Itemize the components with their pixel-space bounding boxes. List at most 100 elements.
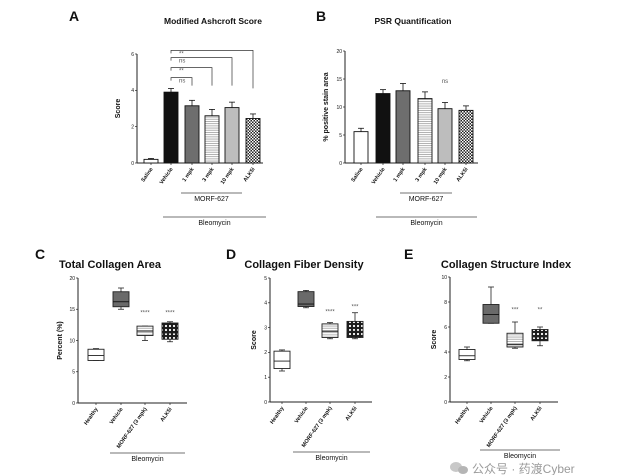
wechat-icon	[450, 462, 468, 474]
panel-e: E Collagen Structure Index 0 2 4 6 8 10 Score Hea…	[404, 246, 572, 460]
y-tick-label: 1	[264, 375, 267, 381]
bar-vehicle	[375, 93, 391, 164]
y-tick-label: 2	[131, 124, 134, 130]
x-tick-label: Healthy	[269, 405, 286, 425]
x-tick-label: 1 mpk	[393, 166, 408, 183]
significance-label: ****	[325, 309, 335, 315]
group-label: Bleomycin	[410, 220, 442, 227]
significance-label: ***	[351, 305, 359, 311]
y-tick-label: 0	[131, 161, 134, 167]
x-tick-label: Vehicle	[109, 407, 125, 426]
y-tick-label: 6	[131, 52, 134, 58]
panel-d: D Collagen Fiber Density 0 1 2 3 4 5 Score Health…	[226, 246, 372, 462]
significance-label: **	[179, 51, 184, 57]
box-vehicle	[482, 304, 500, 324]
chart-title: Collagen Structure Index	[441, 259, 572, 271]
bar-3-mpk	[204, 115, 220, 164]
x-tick-label: Saline	[140, 167, 154, 184]
y-tick-label: 10	[69, 338, 75, 344]
y-tick-label: 5	[339, 133, 342, 139]
x-tick-label: 10 mpk	[220, 166, 236, 186]
x-tick-label: Vehicle	[294, 406, 310, 425]
box-alk5i	[161, 322, 179, 340]
bar-3-mpk	[417, 98, 433, 164]
significance-bracket	[170, 50, 254, 89]
y-tick-label: 5	[264, 276, 267, 282]
watermark-text: 公众号 · 药渡Cyber	[472, 461, 575, 475]
bar-1-mpk	[184, 105, 200, 164]
x-tick-label: Vehicle	[479, 406, 495, 425]
x-tick-label: Healthy	[83, 406, 100, 426]
y-tick-label: 4	[264, 301, 267, 307]
box-morf-627-3-mpk-	[506, 332, 524, 348]
panel-letter: D	[226, 246, 236, 262]
y-tick-label: 6	[444, 325, 447, 331]
y-tick-label: 0	[264, 400, 267, 406]
bar-alk5i	[245, 118, 261, 164]
panel-c: C Total Collagen Area 0 5 10 15 20 Percent (%) H…	[35, 246, 187, 463]
significance-label: ***	[511, 308, 519, 314]
panel-letter: C	[35, 246, 45, 262]
y-tick-label: 0	[339, 161, 342, 167]
significance-label: ns	[442, 79, 448, 85]
y-tick-label: 10	[441, 275, 447, 281]
x-tick-label: ALK5i	[345, 405, 359, 422]
bar-10-mpk	[224, 107, 240, 164]
group-label: Bleomycin	[198, 220, 230, 227]
group-label: MORF-627	[194, 196, 229, 203]
x-tick-label: 10 mpk	[433, 166, 449, 186]
watermark: 公众号 · 药渡Cyber	[450, 461, 575, 475]
box-healthy	[458, 349, 476, 360]
x-tick-label: ALK5i	[456, 166, 470, 183]
bar-saline	[353, 131, 369, 164]
chart-title: Total Collagen Area	[59, 259, 162, 271]
chart-title: PSR Quantification	[375, 16, 452, 26]
y-axis-label: Score	[115, 99, 122, 119]
x-tick-label: Healthy	[454, 405, 471, 425]
box-alk5i	[531, 329, 549, 342]
box-healthy	[87, 348, 105, 361]
y-tick-label: 15	[69, 307, 75, 313]
y-axis-label: % positive stain area	[323, 72, 330, 141]
significance-bracket	[170, 57, 233, 86]
bar-alk5i	[458, 109, 474, 164]
y-tick-label: 20	[69, 276, 75, 282]
x-tick-label: ALK5i	[160, 406, 174, 423]
chart-title: Modified Ashcroft Score	[164, 16, 262, 26]
x-tick-label: Vehicle	[159, 167, 175, 186]
x-tick-label: 1 mpk	[182, 166, 197, 183]
significance-label: **	[179, 69, 184, 75]
x-tick-label: ALK5i	[530, 405, 544, 422]
y-tick-label: 2	[444, 375, 447, 381]
significance-label: ****	[140, 310, 150, 316]
y-axis-label: Score	[251, 330, 258, 350]
y-tick-label: 0	[444, 400, 447, 406]
y-axis-label: Score	[431, 330, 438, 350]
group-label: Bleomycin	[315, 455, 347, 462]
significance-bracket	[170, 67, 213, 86]
y-tick-label: 20	[336, 49, 342, 55]
y-tick-label: 2	[264, 350, 267, 356]
significance-label: ns	[179, 79, 185, 85]
panel-a: A Modified Ashcroft Score 0 2 4 6 Score Saline V…	[69, 8, 266, 227]
panel-letter: B	[316, 8, 326, 24]
y-tick-label: 4	[444, 350, 447, 356]
panel-b: B PSR Quantification 0 5 10 15 20 % positive st…	[316, 8, 478, 227]
group-label: Bleomycin	[131, 456, 163, 463]
x-tick-label: 3 mpk	[415, 166, 430, 183]
y-tick-label: 0	[72, 401, 75, 407]
significance-label: **	[538, 308, 543, 314]
x-tick-label: 3 mpk	[202, 166, 217, 183]
bar-10-mpk	[437, 108, 453, 164]
box-vehicle	[112, 291, 130, 308]
x-tick-label: Vehicle	[371, 167, 387, 186]
bar-vehicle	[163, 91, 179, 164]
group-label: Bleomycin	[504, 453, 536, 460]
y-tick-label: 10	[336, 105, 342, 111]
chart-title: Collagen Fiber Density	[244, 259, 364, 271]
y-tick-label: 5	[72, 370, 75, 376]
box-morf-627-3-mpk-	[321, 323, 339, 338]
y-tick-label: 3	[264, 325, 267, 331]
significance-label: ns	[179, 59, 185, 65]
